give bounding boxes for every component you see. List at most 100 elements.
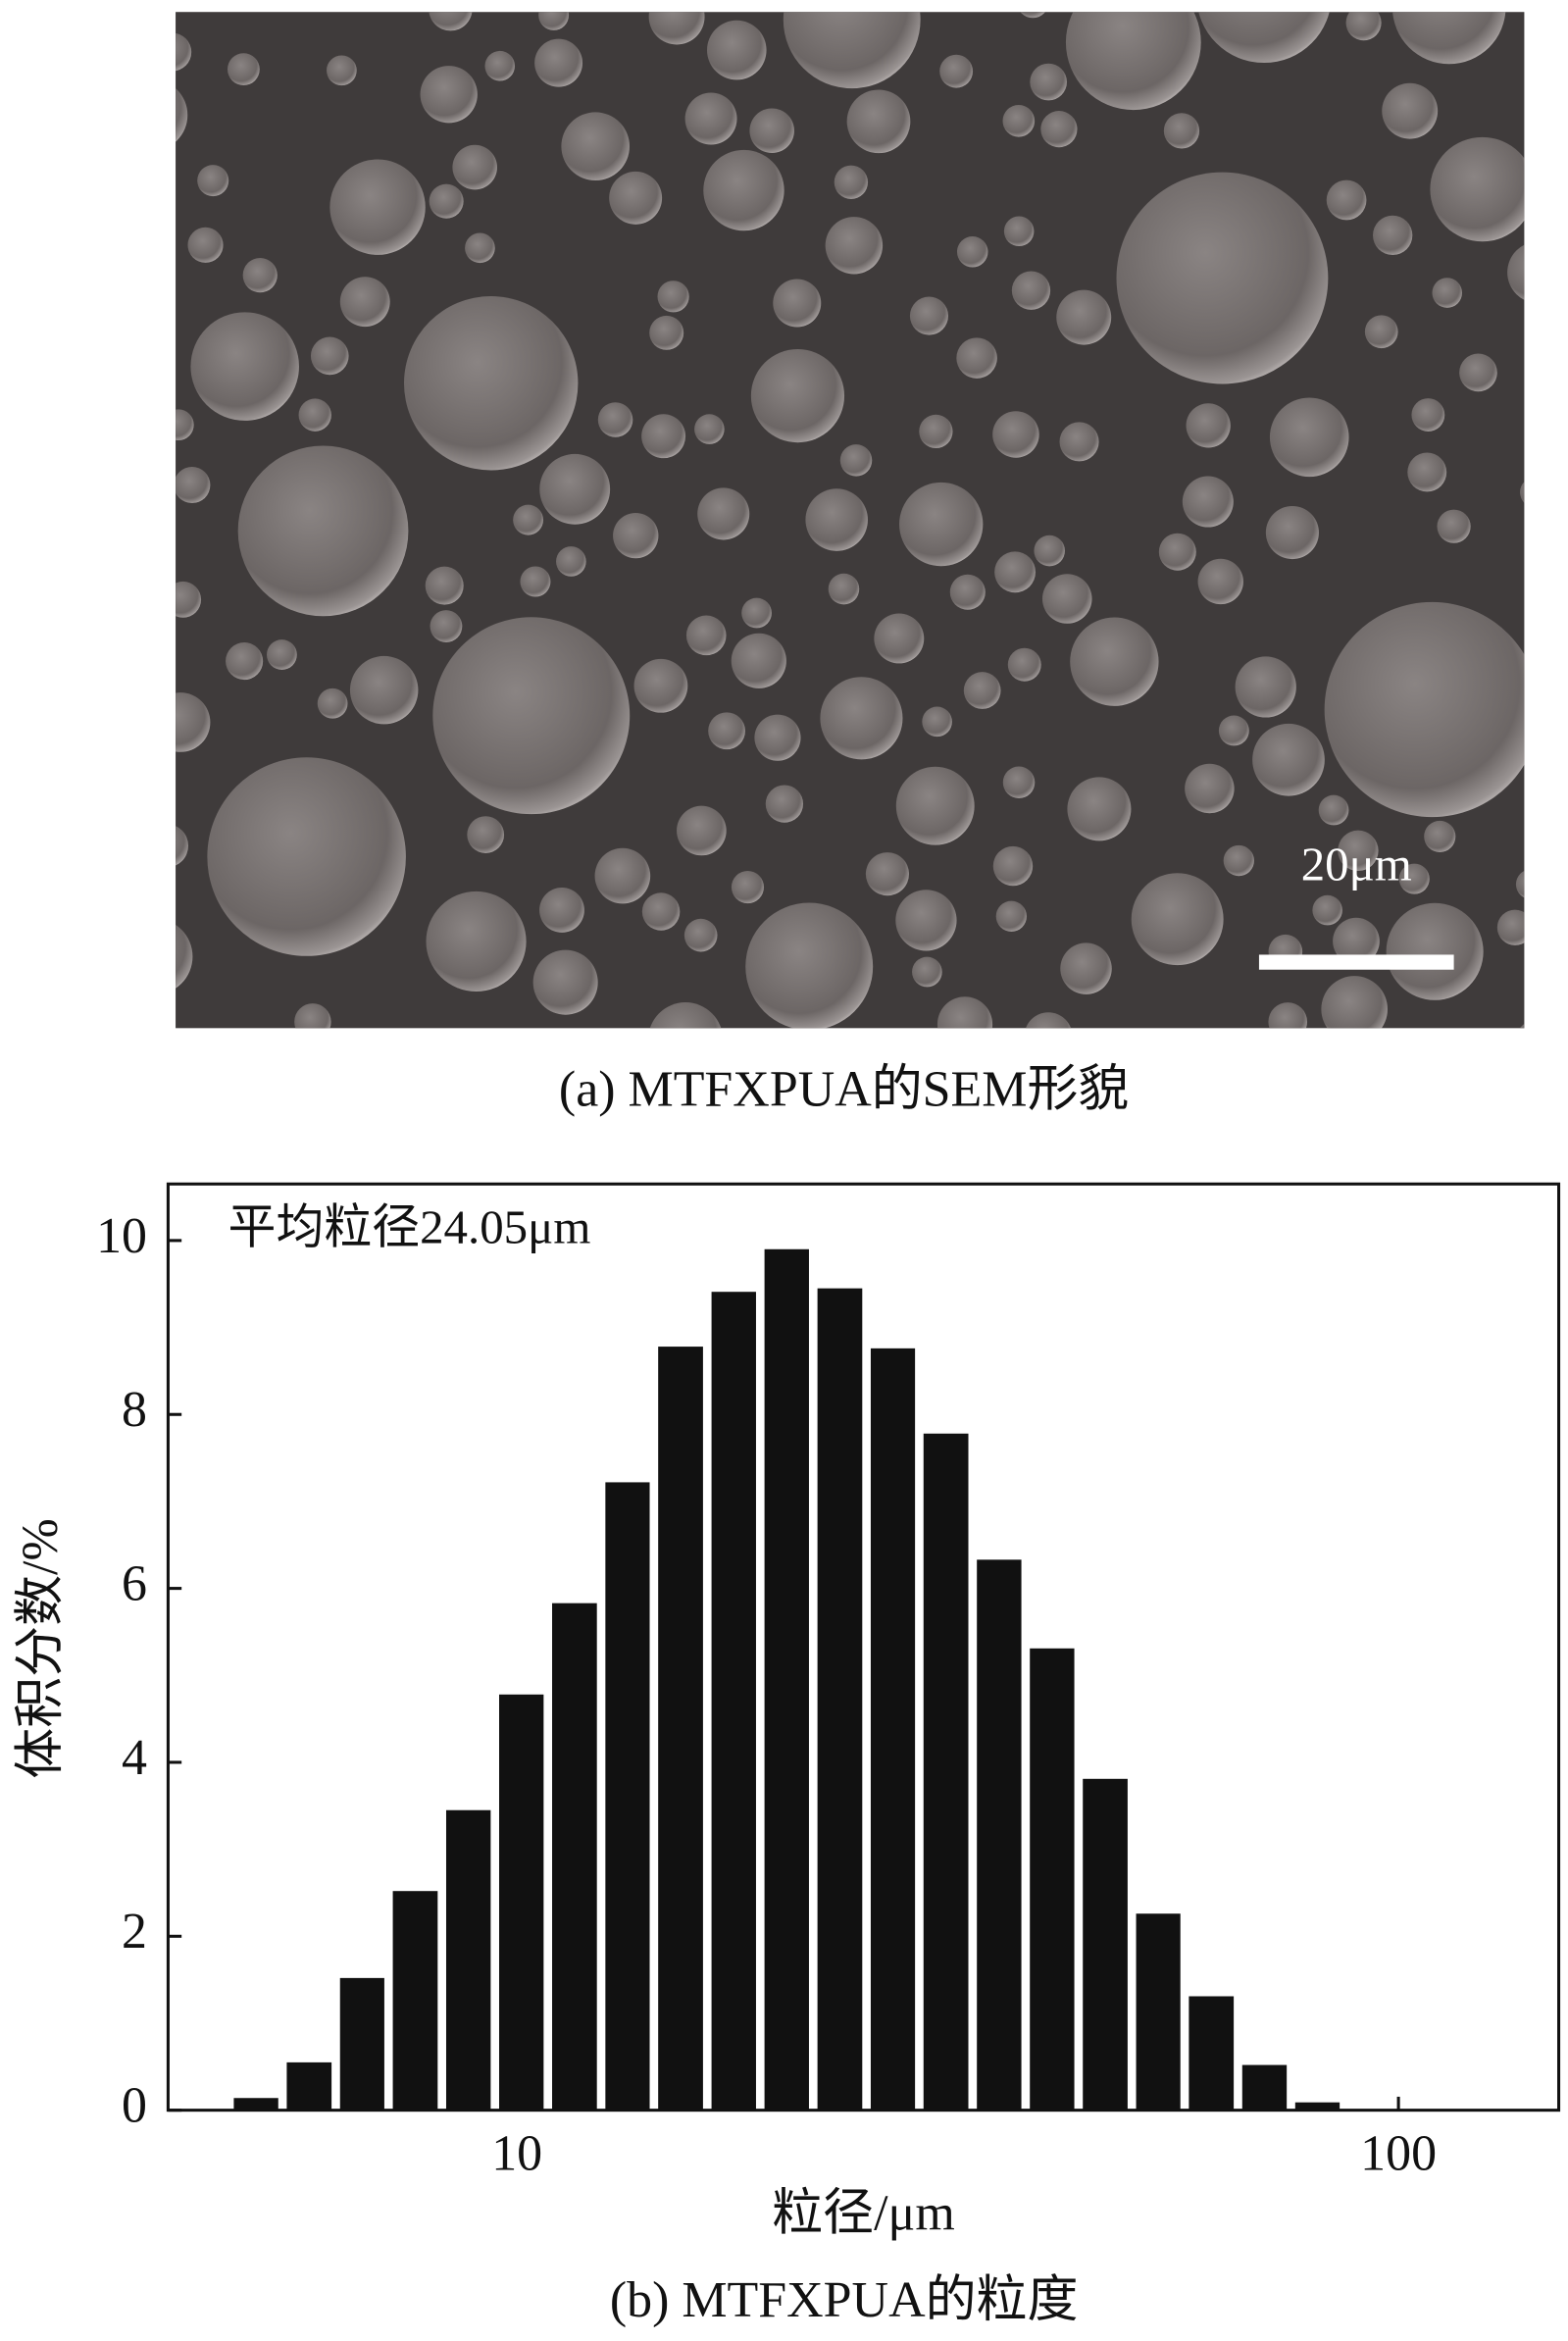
particle	[1333, 917, 1380, 965]
particle	[1326, 179, 1367, 221]
particle	[1020, 12, 1045, 19]
particle	[349, 655, 419, 725]
particle	[874, 613, 925, 664]
particle	[963, 672, 1001, 709]
particle	[429, 12, 473, 31]
bar	[445, 1809, 491, 2111]
particle	[1223, 844, 1254, 877]
particle	[749, 108, 794, 154]
particle	[912, 956, 942, 988]
particle	[1011, 271, 1051, 310]
particle	[197, 165, 229, 197]
particle	[561, 112, 630, 180]
particle	[176, 409, 194, 441]
particle	[333, 1029, 365, 1060]
bar	[339, 1977, 384, 2111]
particle	[648, 12, 705, 45]
particle	[176, 826, 189, 866]
particle	[1382, 82, 1439, 139]
particle	[939, 54, 974, 88]
particle	[754, 714, 801, 761]
bar	[1189, 1996, 1235, 2111]
particle	[1007, 647, 1041, 682]
particle	[994, 551, 1037, 593]
particle	[176, 924, 193, 989]
particle	[1430, 136, 1525, 242]
bar	[658, 1347, 703, 2111]
particle	[176, 88, 188, 142]
particle	[242, 258, 278, 293]
particle	[465, 232, 495, 264]
particle	[534, 38, 583, 87]
particle	[1443, 1030, 1477, 1063]
y-axis-label: 体积分数/%	[13, 1518, 69, 1778]
particle	[1515, 870, 1525, 898]
particle	[1324, 601, 1525, 818]
particle	[452, 144, 497, 190]
particle	[310, 336, 349, 376]
particle	[594, 847, 651, 904]
particle	[1041, 574, 1092, 624]
particle	[520, 566, 551, 597]
bar	[605, 1482, 650, 2111]
particle	[992, 411, 1039, 458]
particle	[1070, 617, 1159, 706]
particle	[992, 845, 1034, 887]
particle	[425, 566, 464, 605]
bar	[286, 2061, 332, 2111]
particle	[1065, 12, 1201, 111]
x-tick-label: 100	[1360, 2125, 1437, 2181]
particle	[708, 712, 745, 750]
particle	[995, 900, 1028, 932]
particle	[432, 617, 631, 815]
particle	[685, 615, 727, 656]
particle	[750, 348, 845, 443]
x-tick-label: 10	[491, 2125, 542, 2181]
particle	[430, 610, 463, 642]
annotation: 平均粒径24.05μm	[228, 1199, 591, 1253]
particle	[532, 949, 598, 1015]
particle	[1060, 942, 1112, 994]
particle	[1338, 830, 1379, 872]
bar	[764, 1248, 809, 2111]
particle	[1269, 397, 1349, 478]
histogram-chart: 平均粒径24.05μm 粒径/μm 体积分数/% (b) MTFXPUA的粒度 …	[13, 1182, 1561, 2328]
bar	[1083, 1778, 1128, 2111]
particle	[741, 597, 772, 629]
particle	[613, 512, 659, 559]
particle	[1218, 715, 1249, 746]
particle	[839, 444, 873, 477]
particle	[327, 55, 357, 86]
particle	[649, 1002, 722, 1029]
particle	[1186, 403, 1231, 448]
particle	[1424, 820, 1456, 852]
particle	[329, 159, 426, 255]
particle	[1158, 533, 1196, 571]
particle	[1386, 902, 1484, 1000]
particle	[649, 315, 684, 350]
particle	[633, 658, 688, 713]
particle	[956, 235, 988, 268]
particle	[677, 805, 727, 856]
particle	[865, 852, 910, 896]
bar	[1241, 2064, 1288, 2111]
particle	[820, 677, 903, 760]
particle	[467, 816, 505, 853]
particle	[1182, 476, 1234, 528]
bar	[1030, 1648, 1075, 2111]
particles	[176, 0, 1525, 1063]
particle	[254, 0, 285, 11]
particle	[187, 227, 224, 263]
particle	[919, 414, 953, 449]
particle	[1030, 63, 1067, 101]
particle	[1392, 12, 1506, 65]
caption: (a) MTFXPUA的SEM形貌	[559, 1061, 1129, 1117]
particle	[1432, 278, 1463, 308]
particle	[420, 66, 478, 124]
particle	[1116, 172, 1329, 384]
particle	[1056, 289, 1112, 345]
particle	[825, 217, 884, 275]
particle	[1002, 104, 1036, 137]
bar	[711, 1292, 756, 2111]
particle	[828, 573, 860, 605]
